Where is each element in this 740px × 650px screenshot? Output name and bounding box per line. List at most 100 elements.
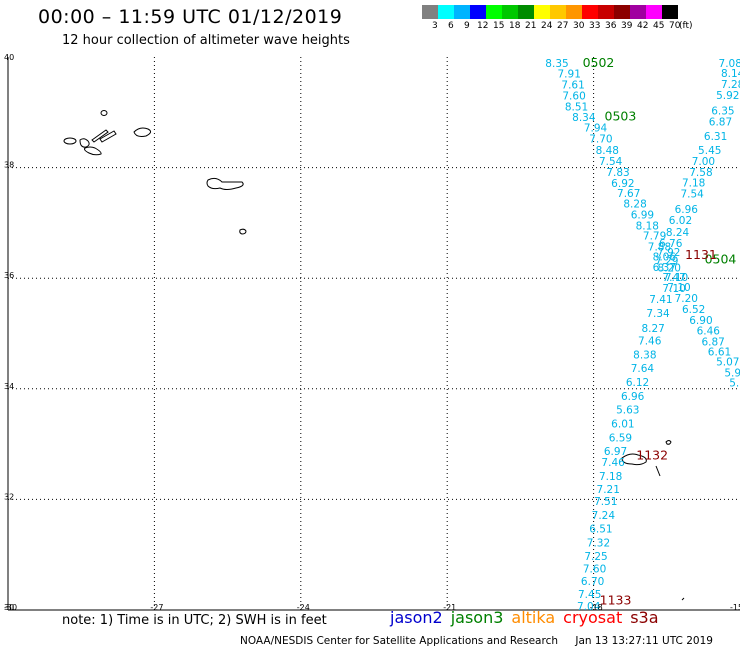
island-madeira xyxy=(621,453,647,466)
swh-value: 7.10 xyxy=(662,283,685,295)
legend-swatches xyxy=(422,5,678,19)
map-grid xyxy=(8,57,740,610)
swh-value: 7.83 xyxy=(606,167,629,179)
swh-value: 7.46 xyxy=(601,457,625,469)
swh-value: 8.24 xyxy=(666,227,690,239)
swh-value: 6.92 xyxy=(611,178,634,190)
map-frame xyxy=(7,57,740,611)
lat-label: 30 xyxy=(4,603,14,612)
legend-unit: (ft) xyxy=(679,21,693,31)
lat-label: 34 xyxy=(4,382,14,391)
swh-value: 7.10 xyxy=(665,272,688,284)
swh-value: 7.47 xyxy=(662,272,685,284)
swh-value: 7.60 xyxy=(562,91,585,103)
satellite-jason3: jason3 xyxy=(450,608,504,627)
swh-value: 7.00 xyxy=(692,156,715,168)
swh-value: 6.90 xyxy=(689,315,712,327)
island-flores xyxy=(63,137,77,145)
swh-value: 6.46 xyxy=(697,326,721,338)
footer-credit: NOAA/NESDIS Center for Satellite Applica… xyxy=(240,635,713,647)
legend-label-33: 33 xyxy=(589,21,601,31)
lon-label: -21 xyxy=(443,603,456,612)
island-sao-jorge xyxy=(99,130,117,143)
pass-id-label: 0502 xyxy=(583,55,615,70)
longitude-labels: -30 -27 -24 -21 -18 -15 xyxy=(4,603,740,612)
swh-value: 7.20 xyxy=(675,293,698,305)
swh-value: 7.21 xyxy=(597,484,620,496)
legend-label-42: 42 xyxy=(637,21,649,31)
swh-value: 8.35 xyxy=(545,58,568,70)
lat-label: 40 xyxy=(4,53,14,62)
legend-swatch-39 xyxy=(614,5,630,19)
legend-label-12: 12 xyxy=(477,21,489,31)
swh-value: 6.35 xyxy=(711,106,734,118)
swh-value: 5.92 xyxy=(716,90,739,102)
swh-value: 8.06 xyxy=(653,252,677,264)
swh-value: 6.02 xyxy=(669,215,692,227)
legend-swatch-70 xyxy=(662,5,678,19)
pass-id-label: 1133 xyxy=(600,592,632,607)
legend-label-70: 70 xyxy=(669,21,681,31)
legend-label-45: 45 xyxy=(653,21,665,31)
legend-swatch-12 xyxy=(470,5,486,19)
legend-label-3: 3 xyxy=(432,21,438,31)
swh-value: 7.28 xyxy=(721,79,740,91)
lat-label: 38 xyxy=(4,161,14,170)
generation-timestamp: Jan 13 13:27:11 UTC 2019 xyxy=(575,635,713,647)
satellite-cryosat: cryosat xyxy=(563,608,623,627)
satellite-altika: altika xyxy=(511,608,556,627)
swh-value: 6.76 xyxy=(659,238,683,250)
swh-value: 8.28 xyxy=(623,198,646,210)
swh-value: 7.70 xyxy=(589,134,612,146)
swh-value: 6.59 xyxy=(609,432,632,444)
swh-value: 6.51 xyxy=(589,524,612,536)
lon-label: -30 xyxy=(4,603,17,612)
pass-id-label: 0503 xyxy=(605,109,637,124)
lat-label: 32 xyxy=(4,492,14,501)
island-sao-miguel xyxy=(206,177,244,190)
swh-value: 8.20 xyxy=(658,263,681,275)
map-subtitle: 12 hour collection of altimeter wave hei… xyxy=(62,33,350,48)
coast-fragment xyxy=(681,597,685,601)
swh-value: 7.29 xyxy=(655,255,678,267)
swh-value: 6.01 xyxy=(611,419,634,431)
coastlines xyxy=(63,110,685,601)
island-corvo-west xyxy=(79,138,90,148)
legend-swatch-45 xyxy=(646,5,662,19)
legend-label-9: 9 xyxy=(464,21,470,31)
satellite-s3a: s3a xyxy=(630,608,659,627)
swh-value: 7.10 xyxy=(667,282,690,294)
legend-label-6: 6 xyxy=(448,21,454,31)
swh-value: 7.92 xyxy=(657,247,680,259)
legend-swatch-33 xyxy=(582,5,598,19)
lon-label: -15 xyxy=(730,603,740,612)
swh-value: 6.37 xyxy=(653,262,676,274)
swh-value: 7.51 xyxy=(594,496,617,508)
swh-value: 6.12 xyxy=(626,377,649,389)
island-santa-maria xyxy=(239,228,247,235)
swh-value: 7.45 xyxy=(578,589,601,601)
swh-value: 5.9 xyxy=(724,368,740,380)
pass-id-label: 0504 xyxy=(705,251,737,266)
legend-swatch-18 xyxy=(502,5,518,19)
legend-labels: 3 6 9 12 15 18 21 24 27 30 33 36 39 42 45 70 (ft) xyxy=(422,19,693,33)
swh-value: 8.51 xyxy=(565,102,588,114)
lon-label: -27 xyxy=(150,603,163,612)
swh-value: 7.67 xyxy=(617,188,640,200)
swh-value: 6.96 xyxy=(675,204,699,216)
swh-value: 6.99 xyxy=(631,209,654,221)
legend-label-27: 27 xyxy=(557,21,569,31)
legend-swatch-24 xyxy=(534,5,550,19)
swh-value: 7.54 xyxy=(680,188,704,200)
swh-value: 8.14 xyxy=(721,68,740,80)
swh-value: 6.97 xyxy=(604,446,627,458)
island-desertas xyxy=(655,465,661,477)
swh-value: 7.94 xyxy=(584,123,608,135)
swh-value: 5.45 xyxy=(698,145,721,157)
swh-value: 6.61 xyxy=(708,347,731,359)
legend-swatch-36 xyxy=(598,5,614,19)
legend-swatch-27 xyxy=(550,5,566,19)
island-faial xyxy=(84,146,102,156)
satellite-jason2: jason2 xyxy=(390,608,443,627)
